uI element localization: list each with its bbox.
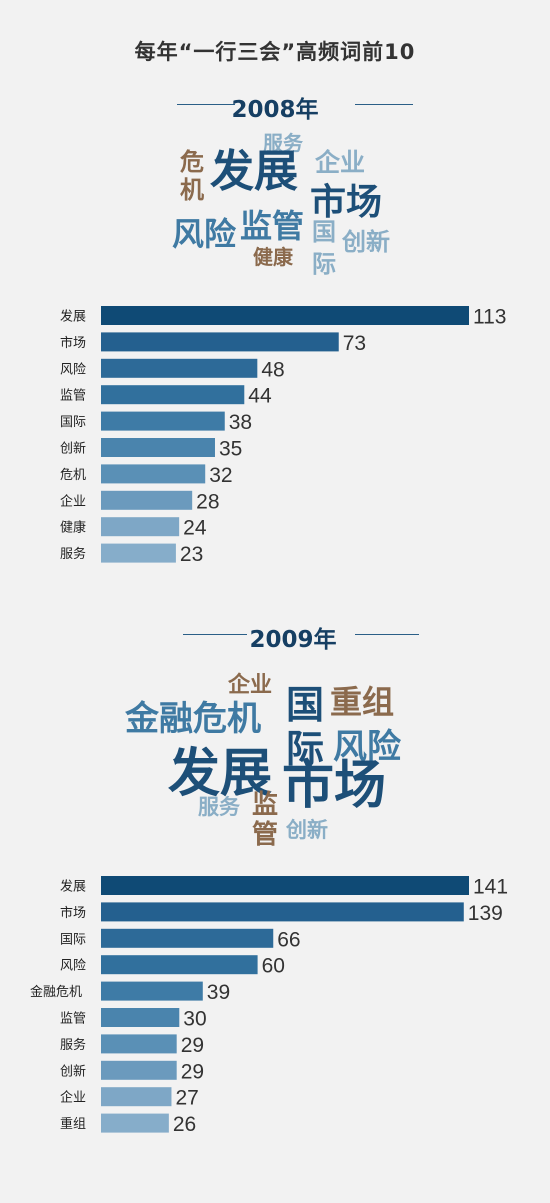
- bar-category-label: 市场: [60, 905, 86, 921]
- bar: [101, 385, 245, 405]
- cloud-word: 监管: [240, 207, 305, 245]
- bar: [101, 411, 225, 431]
- cloud-word: 风险: [333, 727, 401, 767]
- cloud-word: 创新: [286, 818, 328, 842]
- bar-value-label: 35: [219, 438, 242, 461]
- header-rule-right: [355, 634, 419, 635]
- cloud-word: 企业: [315, 148, 366, 177]
- bar-category-label: 金融危机: [30, 984, 82, 1000]
- bar-value-label: 29: [181, 1060, 204, 1083]
- cloud-word: 重组: [330, 683, 395, 721]
- bar-category-label: 服务: [60, 1037, 86, 1053]
- bar-category-label: 服务: [60, 546, 86, 562]
- bar-category-label: 企业: [60, 1090, 86, 1106]
- bar-value-label: 66: [277, 928, 300, 951]
- bar-value-label: 141: [473, 876, 508, 899]
- bar-value-label: 60: [262, 955, 285, 978]
- cloud-word: 健康: [253, 245, 293, 269]
- bar: [101, 876, 469, 895]
- bar-category-label: 市场: [60, 335, 86, 351]
- bar-category-label: 监管: [60, 389, 86, 404]
- bar-value-label: 26: [173, 1113, 196, 1136]
- bar: [101, 358, 258, 378]
- cloud-word: 市场: [282, 756, 387, 816]
- bar-category-label: 危机: [60, 468, 86, 483]
- cloud-word: 监: [252, 790, 279, 820]
- bar: [101, 1060, 177, 1080]
- cloud-word: 国: [312, 218, 336, 246]
- bar-value-label: 39: [207, 981, 230, 1004]
- year-header-2008: 2008年: [0, 90, 550, 123]
- page-title: 每年“一行三会”高频词前10: [134, 40, 416, 64]
- cloud-word: 企业: [228, 673, 273, 698]
- year-title-2009: 2009年: [249, 627, 337, 653]
- header-rule-left: [183, 634, 247, 635]
- bar: [101, 981, 203, 1001]
- bar-value-label: 139: [468, 902, 503, 925]
- bar-category-label: 创新: [60, 1063, 86, 1079]
- bar-value-label: 48: [261, 358, 284, 381]
- year-title-2008: 2008年: [231, 97, 319, 123]
- cloud-word: 市场: [310, 182, 383, 223]
- cloud-word: 创新: [342, 228, 390, 256]
- bar: [101, 543, 176, 563]
- header-rule-left: [177, 104, 235, 105]
- bar-value-label: 28: [196, 490, 219, 513]
- bar: [101, 928, 274, 948]
- bar-category-label: 创新: [60, 441, 86, 457]
- bar-category-label: 发展: [60, 879, 86, 895]
- bar-category-label: 国际: [60, 415, 86, 430]
- bar-value-label: 73: [343, 332, 366, 355]
- cloud-word: 服务: [263, 131, 303, 155]
- bar-category-label: 风险: [60, 959, 86, 974]
- bar-value-label: 24: [183, 517, 207, 540]
- bar: [101, 490, 193, 510]
- bar: [101, 306, 469, 325]
- bar: [101, 1113, 169, 1133]
- bar-value-label: 44: [248, 385, 272, 408]
- cloud-word: 服务: [198, 795, 240, 819]
- bar-category-label: 企业: [60, 493, 86, 509]
- bar: [101, 955, 258, 975]
- cloud-word: 际: [312, 250, 336, 278]
- bar-value-label: 29: [181, 1034, 204, 1057]
- bar-chart-2009: 发展 141 市场 139 国际 66 风险 60 金融危机 39 监管 30 服务 29 创新 29 企业 27…: [30, 876, 508, 1137]
- cloud-word: 际: [286, 727, 325, 771]
- bar-value-label: 23: [180, 543, 203, 566]
- cloud-word: 金融危机: [125, 699, 261, 739]
- cloud-word: 国: [286, 683, 325, 727]
- bar-value-label: 113: [473, 306, 506, 329]
- bar-value-label: 27: [175, 1087, 198, 1110]
- word-cloud-2009: 企业 金融危机国重组际风险 发展 市场服务监管创新: [0, 660, 550, 860]
- cloud-word: 发展: [210, 146, 298, 197]
- bar-value-label: 30: [183, 1008, 206, 1031]
- bar-value-label: 32: [209, 464, 232, 487]
- bar-category-label: 国际: [60, 932, 86, 947]
- year-header-2009: 2009年: [0, 620, 550, 653]
- bar-chart-2008: 发展 113 市场 73 风险 48 监管 44 国际 38 创新 35 危机 32 企业 28 健康 24 服务 2…: [60, 306, 506, 567]
- cloud-word: 发展: [168, 744, 273, 804]
- bar-category-label: 健康: [60, 520, 86, 536]
- bar: [101, 902, 464, 922]
- cloud-word: 危: [180, 148, 204, 176]
- bar: [101, 1034, 177, 1054]
- bar: [101, 332, 339, 352]
- bar-category-label: 监管: [60, 1012, 86, 1027]
- header-rule-right: [355, 104, 413, 105]
- cloud-word: 风险: [172, 215, 237, 253]
- cloud-word: 机: [180, 176, 204, 204]
- cloud-word: 管: [252, 820, 279, 850]
- bar-category-label: 风险: [60, 362, 86, 377]
- bar: [101, 1087, 172, 1107]
- bar: [101, 438, 215, 457]
- bar: [101, 1008, 180, 1027]
- word-cloud-2008: 服务 企业 危机发展 市场风险 监管国创新际健康: [0, 120, 550, 290]
- bar: [101, 517, 180, 537]
- bar: [101, 464, 206, 484]
- bar-category-label: 重组: [60, 1116, 86, 1132]
- bar-category-label: 发展: [60, 309, 86, 325]
- bar-value-label: 38: [229, 411, 252, 434]
